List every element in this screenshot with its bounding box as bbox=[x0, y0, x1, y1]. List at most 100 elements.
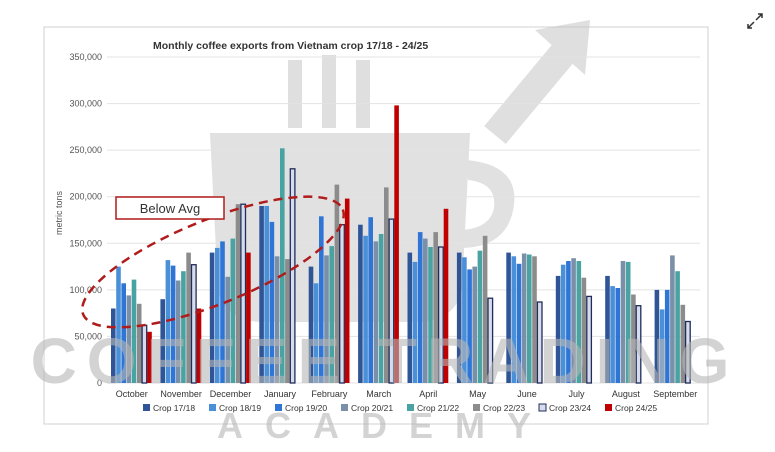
x-category-label: October bbox=[116, 389, 148, 399]
bar bbox=[196, 308, 202, 383]
legend-swatch bbox=[275, 404, 282, 411]
annotation-text: Below Avg bbox=[140, 201, 200, 216]
x-category-label: January bbox=[264, 389, 297, 399]
bar bbox=[555, 275, 561, 383]
bar bbox=[373, 241, 379, 383]
bar bbox=[116, 266, 121, 383]
bar bbox=[388, 218, 395, 384]
legend-label: Crop 24/25 bbox=[615, 403, 657, 413]
bar bbox=[319, 216, 324, 383]
bar bbox=[472, 266, 477, 383]
bar bbox=[536, 301, 543, 384]
y-tick-label: 150,000 bbox=[69, 238, 102, 248]
bar bbox=[170, 265, 176, 383]
x-category-label: August bbox=[612, 389, 641, 399]
bar bbox=[462, 257, 467, 383]
bar bbox=[625, 261, 631, 383]
bar bbox=[412, 261, 418, 383]
legend-swatch bbox=[209, 404, 216, 411]
bar bbox=[329, 246, 334, 383]
legend-label: Crop 18/19 bbox=[219, 403, 261, 413]
legend: Crop 17/18 Crop 18/19 Crop 19/20 Crop 20/21… bbox=[143, 403, 657, 413]
bar bbox=[259, 206, 264, 383]
x-category-label: November bbox=[160, 389, 202, 399]
bar bbox=[443, 208, 449, 383]
bar bbox=[308, 266, 314, 383]
y-axis-ticks: 0 50,000 100,000 150,000 200,000 250,000 300,0… bbox=[69, 52, 102, 388]
bar bbox=[456, 252, 462, 383]
x-category-label: July bbox=[568, 389, 585, 399]
below-avg-ellipse bbox=[80, 195, 346, 329]
bar-layer bbox=[111, 105, 691, 384]
bar bbox=[147, 331, 152, 383]
bar bbox=[131, 279, 137, 383]
bar bbox=[566, 261, 571, 383]
bar bbox=[571, 258, 576, 383]
bar bbox=[209, 252, 215, 383]
bar bbox=[670, 255, 675, 383]
y-tick-label: 300,000 bbox=[69, 99, 102, 109]
watermark-line1: COFFEE TRADING bbox=[31, 325, 740, 397]
y-axis-label: metric tons bbox=[54, 190, 64, 235]
bar bbox=[394, 105, 399, 384]
legend-swatch bbox=[341, 404, 348, 411]
legend-swatch bbox=[538, 403, 547, 412]
bar bbox=[684, 320, 691, 384]
bar bbox=[285, 259, 290, 383]
bar bbox=[527, 254, 532, 383]
chart-title: Monthly coffee exports from Vietnam crop… bbox=[153, 40, 428, 52]
x-category-label: February bbox=[311, 389, 348, 399]
bar bbox=[289, 168, 296, 384]
legend-label: Crop 19/20 bbox=[285, 403, 327, 413]
bar bbox=[384, 187, 389, 383]
bar bbox=[631, 294, 636, 383]
bar bbox=[610, 286, 615, 383]
bar bbox=[220, 241, 225, 383]
bar bbox=[280, 148, 285, 383]
bar bbox=[190, 264, 197, 384]
bar bbox=[313, 283, 319, 383]
x-axis-categories: October November December January February Ma… bbox=[116, 389, 698, 399]
bar bbox=[487, 297, 494, 384]
x-category-label: September bbox=[653, 389, 697, 399]
legend-label: Crop 21/22 bbox=[417, 403, 459, 413]
bar bbox=[521, 253, 527, 383]
y-tick-label: 50,000 bbox=[74, 331, 102, 341]
bar bbox=[181, 271, 186, 383]
y-tick-label: 350,000 bbox=[69, 52, 102, 62]
x-category-label: March bbox=[366, 389, 391, 399]
bar bbox=[215, 247, 220, 383]
x-category-label: June bbox=[517, 389, 537, 399]
bar bbox=[581, 277, 587, 383]
bar bbox=[324, 255, 329, 383]
expand-diagonal-icon[interactable] bbox=[744, 10, 766, 32]
bar bbox=[428, 247, 433, 383]
bar bbox=[615, 288, 621, 383]
bar bbox=[664, 289, 670, 383]
bar bbox=[659, 309, 665, 383]
bar bbox=[358, 224, 363, 383]
bar bbox=[363, 235, 368, 383]
y-tick-label: 200,000 bbox=[69, 192, 102, 202]
bar bbox=[417, 232, 423, 383]
legend-swatch bbox=[473, 404, 480, 411]
bar bbox=[160, 299, 165, 383]
legend-swatch bbox=[605, 404, 612, 411]
bar bbox=[423, 238, 428, 383]
bar bbox=[477, 250, 483, 383]
legend-swatch bbox=[407, 404, 414, 411]
bar bbox=[620, 261, 626, 383]
legend-label: Crop 23/24 bbox=[549, 403, 591, 413]
bar bbox=[576, 261, 582, 383]
bar bbox=[334, 184, 340, 383]
bar bbox=[635, 305, 642, 384]
legend-label: Crop 20/21 bbox=[351, 403, 393, 413]
legend-label: Crop 17/18 bbox=[153, 403, 195, 413]
bar bbox=[506, 252, 511, 383]
bar bbox=[126, 295, 132, 383]
x-category-label: December bbox=[210, 389, 252, 399]
bar bbox=[235, 204, 241, 383]
bar bbox=[111, 308, 116, 383]
bar bbox=[378, 234, 384, 383]
